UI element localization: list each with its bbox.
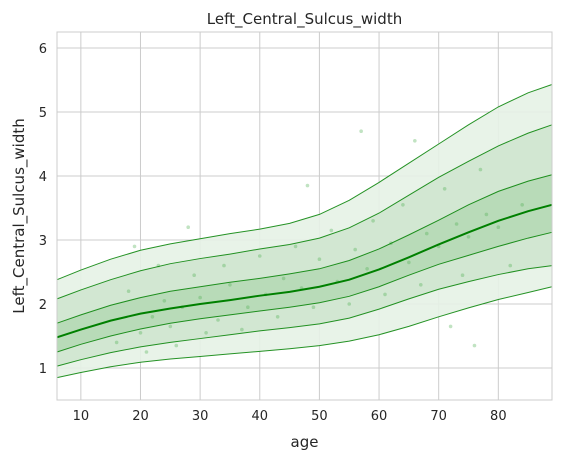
median-line [56,203,553,339]
scatter-point [162,299,167,303]
scatter-point [448,324,453,329]
scatter-point [138,331,143,335]
x-axis-ticks: 10 20 30 40 50 60 70 80 [73,409,507,424]
centile-line [56,84,553,281]
centile-line [56,124,553,300]
scatter-point [293,244,298,249]
scatter-point [418,283,423,287]
scatter-point [228,283,232,287]
x-tick-label: 80 [490,409,507,424]
scatter-point [472,343,477,348]
scatter-point [126,289,131,294]
centile-line [56,174,553,324]
scatter-point [114,340,119,345]
scatter-point [359,129,363,133]
scatter-point [216,318,220,322]
scatter-point [484,212,489,217]
centile-line [56,231,553,353]
x-axis-label: age [291,433,319,451]
y-tick-label: 1 [39,362,47,377]
plot-area [56,31,553,401]
scatter-point [460,273,465,278]
x-tick-label: 30 [192,409,209,424]
scatter-point [204,331,208,335]
scatter-point [144,350,149,354]
scatter-point [466,235,471,239]
scatter-point [442,187,447,191]
scatter-point [478,167,483,172]
scatter-point [305,183,310,188]
scatter-point [365,267,369,271]
centile-line [56,265,553,367]
y-tick-label: 2 [39,298,47,313]
x-tick-label: 10 [73,409,90,424]
scatter-point [246,305,250,310]
scatter-point [186,225,191,229]
scatter-point [520,203,524,207]
scatter-point [424,231,429,236]
scatter-point [240,327,244,332]
y-tick-label: 5 [39,106,47,121]
centile-lines [56,84,553,379]
scatter-point [407,260,411,265]
x-tick-label: 40 [251,409,268,424]
y-axis-ticks: 1 2 3 4 5 6 [39,42,47,377]
y-tick-label: 3 [39,234,47,249]
x-tick-label: 60 [371,409,388,424]
scatter-point [329,228,334,233]
scatter-point [198,295,202,300]
chart-title: Left_Central_Sulcus_width [207,10,402,29]
scatter-point [311,305,316,310]
x-tick-label: 20 [132,409,149,424]
scatter-point [371,219,375,223]
scatter-point [401,203,405,207]
x-tick-label: 50 [311,409,328,424]
scatter-point [132,244,137,249]
scatter-point [383,292,387,297]
scatter-point [222,263,226,268]
scatter-point [257,254,262,258]
x-tick-label: 70 [430,409,447,424]
scatter-point [168,324,173,329]
scatter-point [413,139,417,143]
scatter-point [347,302,352,306]
scatter-point [192,273,196,278]
scatter-point [496,225,501,229]
y-tick-label: 6 [39,42,47,57]
scatter-point [150,315,155,319]
scatter-point [281,276,286,281]
scatter-point [275,315,280,319]
plot-frame [56,31,553,401]
scatter-point [508,263,513,268]
y-tick-label: 4 [39,170,47,185]
scatter-point [174,343,179,348]
scatter-point [454,222,459,226]
scatter-point [353,247,357,252]
centile-line [56,286,553,379]
y-axis-label: Left_Central_Sulcus_width [10,118,29,313]
scatter-point [317,257,322,262]
